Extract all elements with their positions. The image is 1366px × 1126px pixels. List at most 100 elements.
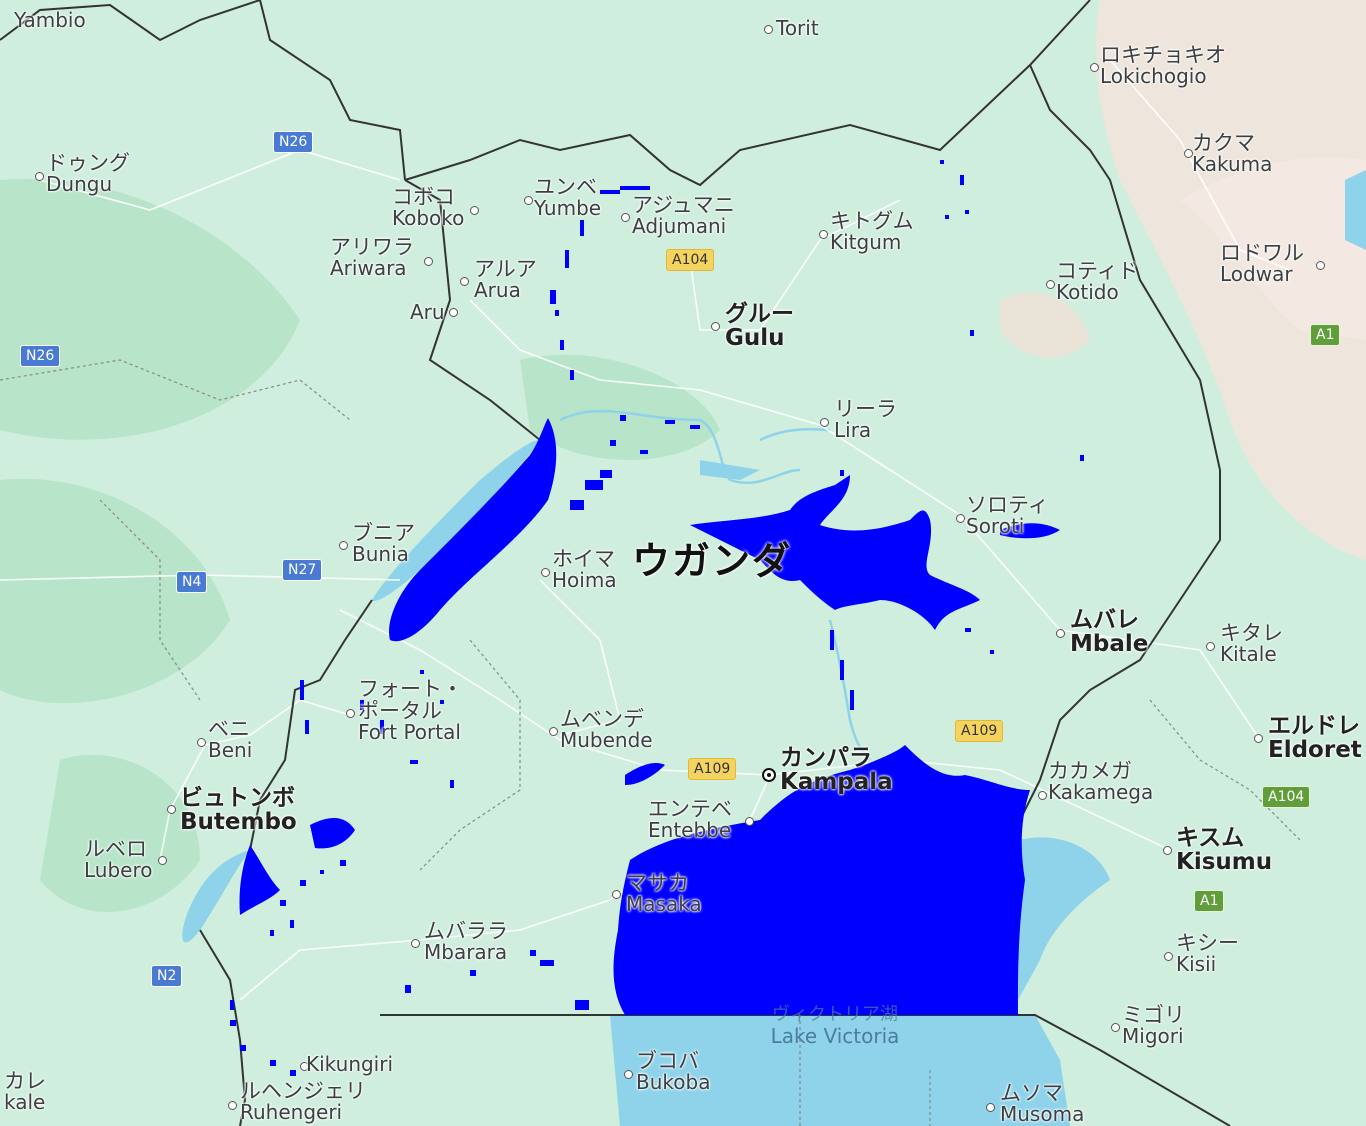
city-dot [1163,846,1172,855]
city-dot [745,817,754,826]
place-kakuma[interactable]: カクマ Kakuma [1192,131,1273,177]
road-shield-n4: N4 [176,571,208,593]
city-dot [1164,952,1173,961]
flood-lake-albert [389,418,557,642]
place-aru[interactable]: Aru [410,300,445,324]
admin-borders [0,359,1301,1126]
place-kisii[interactable]: キシー Kisii [1176,931,1239,977]
place-mubende[interactable]: ムベンデ Mubende [560,707,653,753]
place-kitgum[interactable]: キトグム Kitgum [830,209,914,255]
city-dot [1090,63,1099,72]
flood-lake-kyoga [690,475,980,630]
place-ruhengeri[interactable]: ルヘンジェリ Ruhengeri [240,1079,366,1125]
flood-overlay [239,418,1060,1015]
capital-dot [762,768,776,782]
place-hoima[interactable]: ホイマ Hoima [552,547,617,593]
place-kikungiri[interactable]: Kikungiri [306,1052,394,1076]
road-shield-a1: A1 [1194,890,1225,912]
place-lubero[interactable]: ルベロ Lubero [84,837,153,883]
road-shield-a104: A104 [1262,786,1311,808]
road-shield-n26: N26 [273,131,314,153]
place-butembo[interactable]: ビュトンボ Butembo [180,785,297,836]
place-beni[interactable]: ベニ Beni [208,717,253,763]
place-kotido[interactable]: コティド Kotido [1056,259,1139,305]
borders [0,0,1231,1126]
city-dot [228,1101,237,1110]
place-mbarara[interactable]: ムバララ Mbarara [424,919,508,965]
road-shield-n26: N26 [20,345,61,367]
place-kisumu[interactable]: キスム Kisumu [1176,825,1273,876]
place-lokichogio[interactable]: ロキチョキオ Lokichogio [1100,43,1226,89]
city-dot [819,230,828,239]
place-kale[interactable]: カレ kale [4,1069,46,1115]
place-migori[interactable]: ミゴリ Migori [1122,1003,1185,1049]
terrain [0,0,1366,913]
place-ariwara[interactable]: アリワラ Ariwara [330,235,414,281]
city-dot [197,738,206,747]
place-bukoba[interactable]: ブコバ Bukoba [636,1049,711,1095]
place-fortportal[interactable]: フォート・ポータル Fort Portal [358,677,463,745]
lake-turkana [1345,170,1366,250]
place-yumbe[interactable]: ユンベ Yumbe [534,175,602,221]
place-mbale[interactable]: ムバレ Mbale [1070,607,1149,658]
city-dot [411,939,420,948]
city-dot [820,418,829,427]
city-dot [300,1062,309,1071]
place-dungu[interactable]: ドゥング Dungu [46,151,130,197]
road-shield-a104: A104 [666,249,715,271]
city-dot [339,541,348,550]
city-dot [1111,1023,1120,1032]
place-kakamega[interactable]: カカメガ Kakamega [1048,759,1154,805]
lake-victoria-south [610,1015,1070,1126]
place-lodwar[interactable]: ロドワル Lodwar [1220,241,1304,287]
lake-label: ヴィクトリア湖 Lake Victoria [745,1005,925,1047]
place-arua[interactable]: アルア Arua [474,257,537,303]
city-dot [460,277,469,286]
road-shield-a109: A109 [688,758,737,780]
lake-edward [182,850,250,943]
place-soroti[interactable]: ソロティ Soroti [966,493,1049,539]
place-eldoret[interactable]: エルドレ Eldoret [1268,713,1362,764]
city-dot [1046,280,1055,289]
city-dot [1254,734,1263,743]
city-dot [764,25,773,34]
road-shield-a1: A1 [1310,324,1341,346]
flood-lake-victoria [613,745,1030,1015]
city-dot [621,213,630,222]
city-dot [1316,261,1325,270]
place-musoma[interactable]: ムソマ Musoma [1000,1081,1085,1126]
road-shield-n27: N27 [282,559,323,581]
place-adjumani[interactable]: アジュマニ Adjumani [632,193,735,239]
city-dot [612,890,621,899]
place-lira[interactable]: リーラ Lira [834,397,897,443]
city-dot [167,805,176,814]
city-dot [35,172,44,181]
place-gulu[interactable]: グルー Gulu [725,301,794,352]
place-koboko[interactable]: コボコ Koboko [392,185,465,231]
place-entebbe[interactable]: エンテベ Entebbe [648,797,732,843]
place-yambio[interactable]: Yambio [14,8,86,32]
city-dot [624,1070,633,1079]
city-dot [1056,629,1065,638]
city-dot [956,514,965,523]
lake-victoria-east [1018,837,1110,1000]
place-masaka[interactable]: マサカ Masaka [626,871,702,917]
city-dot [470,206,479,215]
city-dot [1038,791,1047,800]
flood-speckles [230,160,1084,1076]
lake-label-jp: ヴィクトリア湖 [772,1004,898,1025]
road-shield-n2: N2 [151,965,183,987]
city-dot [1206,642,1215,651]
place-kitale[interactable]: キタレ Kitale [1220,621,1283,667]
flood-lake-edward [239,845,280,915]
city-dot [541,568,550,577]
city-dot [346,709,355,718]
place-kampala[interactable]: カンパラ Kampala [780,745,893,796]
city-dot [158,856,167,865]
place-torit[interactable]: Torit [776,16,819,40]
place-bunia[interactable]: ブニア Bunia [352,521,415,567]
water [182,170,1366,1126]
lake-label-en: Lake Victoria [770,1023,900,1048]
